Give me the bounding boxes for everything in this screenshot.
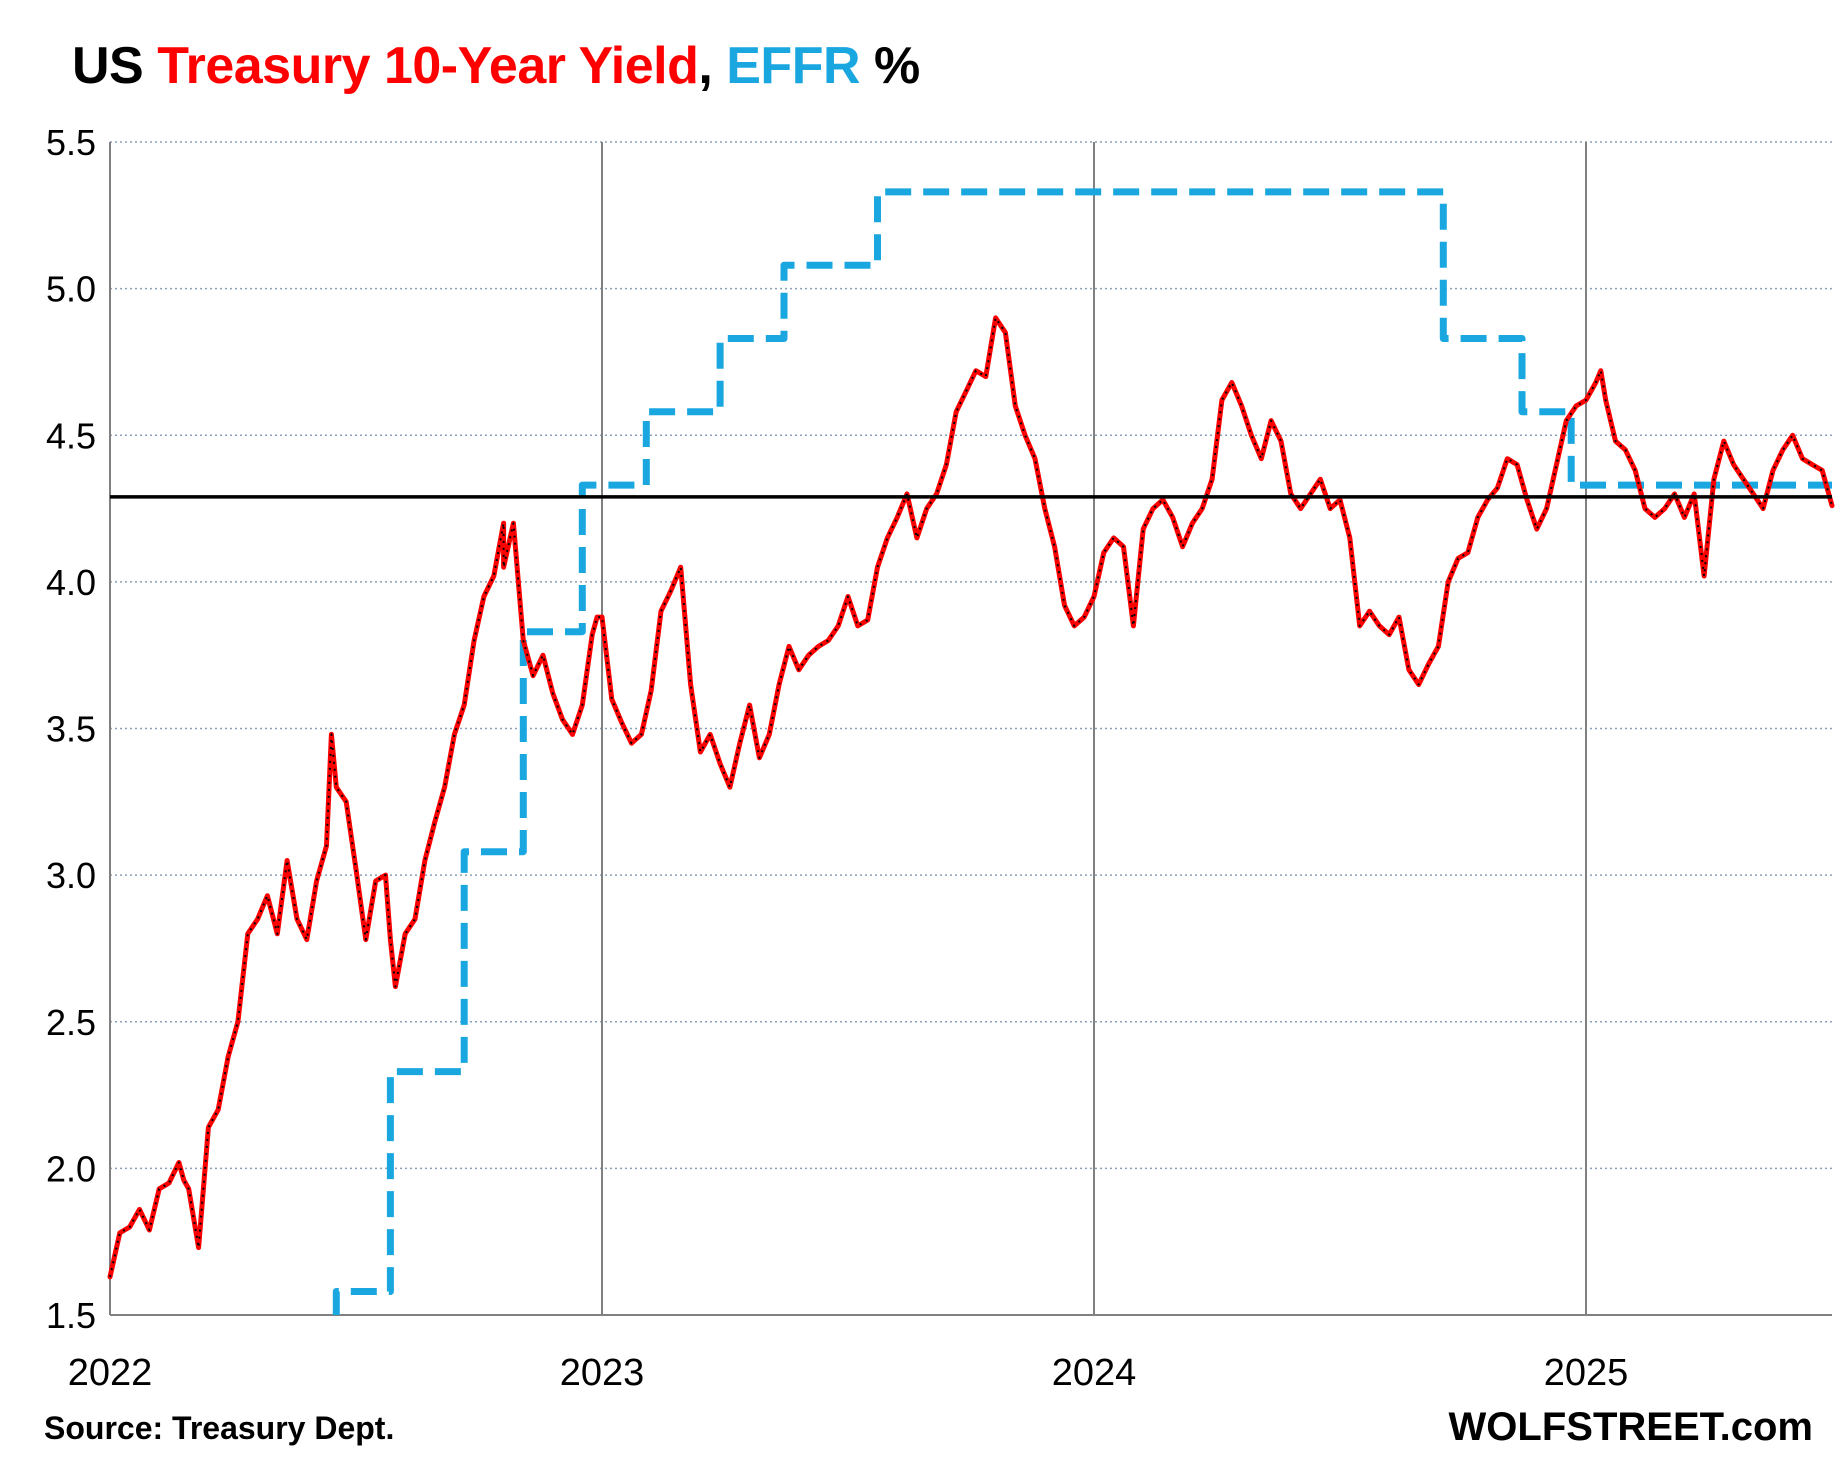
- x-tick-label: 2022: [68, 1352, 153, 1394]
- y-tick-label: 2.5: [46, 1002, 96, 1043]
- brand-logo-text: WOLFSTREET.com: [1448, 1405, 1813, 1449]
- title-effr: EFFR: [726, 37, 861, 95]
- series-effr: [332, 188, 1832, 1315]
- y-tick-label: 3.0: [46, 855, 96, 896]
- title-treasury: Treasury 10-Year Yield: [157, 37, 699, 95]
- title-comma: ,: [698, 37, 727, 95]
- x-tick-label: 2025: [1544, 1352, 1629, 1394]
- x-tick-label: 2023: [560, 1352, 645, 1394]
- y-tick-label: 3.5: [46, 709, 96, 750]
- x-tick-label: 2024: [1052, 1352, 1137, 1394]
- y-tick-label: 1.5: [46, 1295, 96, 1336]
- grid: [109, 141, 1832, 1316]
- axes: [109, 142, 1832, 1316]
- source-note: Source: Treasury Dept.: [44, 1410, 395, 1446]
- series-treasury-10y: [107, 315, 1835, 1280]
- title-percent: %: [860, 37, 920, 95]
- title-us: US: [72, 37, 158, 95]
- y-tick-label: 5.0: [46, 269, 96, 310]
- y-tick-label: 2.0: [46, 1148, 96, 1189]
- chart-title: US Treasury 10-Year Yield, EFFR %: [72, 36, 920, 96]
- y-tick-label: 5.5: [46, 122, 96, 163]
- y-tick-label: 4.0: [46, 562, 96, 603]
- marks: [107, 188, 1835, 1315]
- y-tick-label: 4.5: [46, 415, 96, 456]
- tick-labels: 1.5 2.0 2.5 3.0 3.5 4.0 4.5 5.0 5.5 2022 2023 2024 2…: [46, 122, 1628, 1394]
